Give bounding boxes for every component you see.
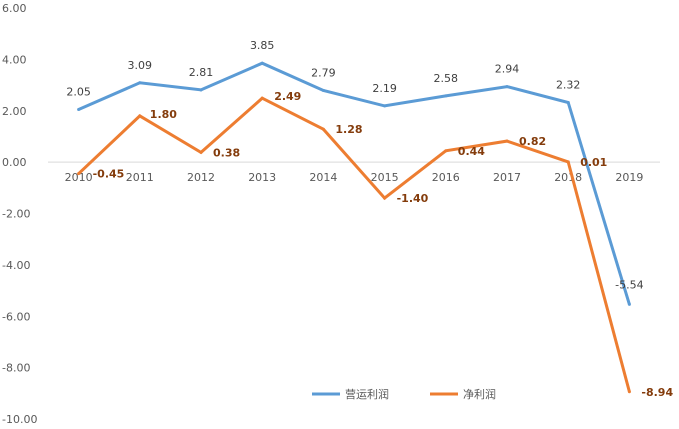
data-point	[260, 61, 264, 65]
data-label: 1.80	[150, 108, 177, 121]
x-tick-label: 2012	[187, 171, 215, 184]
series-layer	[77, 61, 631, 394]
legend-label: 营运利润	[345, 387, 389, 401]
data-label: 3.85	[250, 39, 275, 52]
data-label: 2.94	[495, 63, 520, 76]
y-tick-label: 0.00	[2, 156, 27, 169]
data-point	[444, 149, 448, 153]
data-point	[77, 172, 81, 176]
x-tick-label: 2016	[432, 171, 460, 184]
data-label: -8.94	[641, 386, 673, 399]
y-tick-label: -2.00	[2, 208, 30, 221]
data-label-layer: 2.05 3.09 2.81 3.85 2.79 2.19 2.58 2.94 2.32 -5.5…	[66, 39, 673, 399]
legend-label: 净利润	[463, 387, 496, 401]
data-label: 0.38	[213, 146, 240, 159]
data-label: 2.05	[66, 85, 91, 98]
x-tick-label: 2011	[126, 171, 154, 184]
data-point	[383, 104, 387, 108]
y-tick-label: 2.00	[2, 105, 27, 118]
data-point	[199, 150, 203, 154]
x-tick-label: 2019	[615, 171, 643, 184]
y-tick-label: -4.00	[2, 259, 30, 272]
x-tick-label: 2017	[493, 171, 521, 184]
data-label: 0.44	[458, 145, 485, 158]
x-tick-label: 2013	[248, 171, 276, 184]
data-point	[321, 127, 325, 131]
data-point	[138, 81, 142, 85]
y-tick-label: -6.00	[2, 310, 30, 323]
y-axis: 6.00 4.00 2.00 0.00 -2.00 -4.00 -6.00 -8.00 -10.…	[2, 2, 37, 426]
x-tick-label: 2015	[371, 171, 399, 184]
x-tick-label: 2010	[65, 171, 93, 184]
data-label: 2.58	[434, 72, 459, 85]
series-line-net-profit	[77, 96, 631, 393]
data-point	[199, 88, 203, 92]
data-point	[383, 196, 387, 200]
data-label: 2.81	[189, 66, 214, 79]
x-tick-label: 2014	[309, 171, 337, 184]
data-point	[260, 96, 264, 100]
x-tick-label: 2018	[554, 171, 582, 184]
x-axis: 2010 2011 2012 2013 2014 2015 2016 2017 2018 2019	[65, 171, 644, 184]
data-label: 1.28	[335, 123, 362, 136]
data-label: 2.79	[311, 66, 336, 79]
data-point	[444, 94, 448, 98]
data-label: 2.19	[372, 82, 397, 95]
data-point	[566, 101, 570, 105]
data-label: -0.45	[93, 168, 125, 181]
y-tick-label: 4.00	[2, 53, 27, 66]
data-point	[321, 88, 325, 92]
data-label: 0.01	[580, 156, 607, 169]
data-label: 2.49	[274, 90, 301, 103]
y-tick-label: -10.00	[2, 413, 37, 426]
data-point	[566, 160, 570, 164]
y-tick-label: -8.00	[2, 362, 30, 375]
data-point	[505, 85, 509, 89]
data-point	[77, 107, 81, 111]
data-point	[505, 139, 509, 143]
data-label: 0.82	[519, 135, 546, 148]
data-label: 3.09	[128, 59, 153, 72]
y-tick-label: 6.00	[2, 2, 27, 15]
data-point	[627, 390, 631, 394]
data-label: -5.54	[615, 278, 643, 291]
data-point	[138, 114, 142, 118]
data-point	[627, 302, 631, 306]
series-line-operating-profit	[78, 61, 631, 305]
data-label: -1.40	[397, 192, 429, 205]
data-label: 2.32	[556, 79, 581, 92]
legend: 营运利润 净利润	[312, 387, 496, 401]
